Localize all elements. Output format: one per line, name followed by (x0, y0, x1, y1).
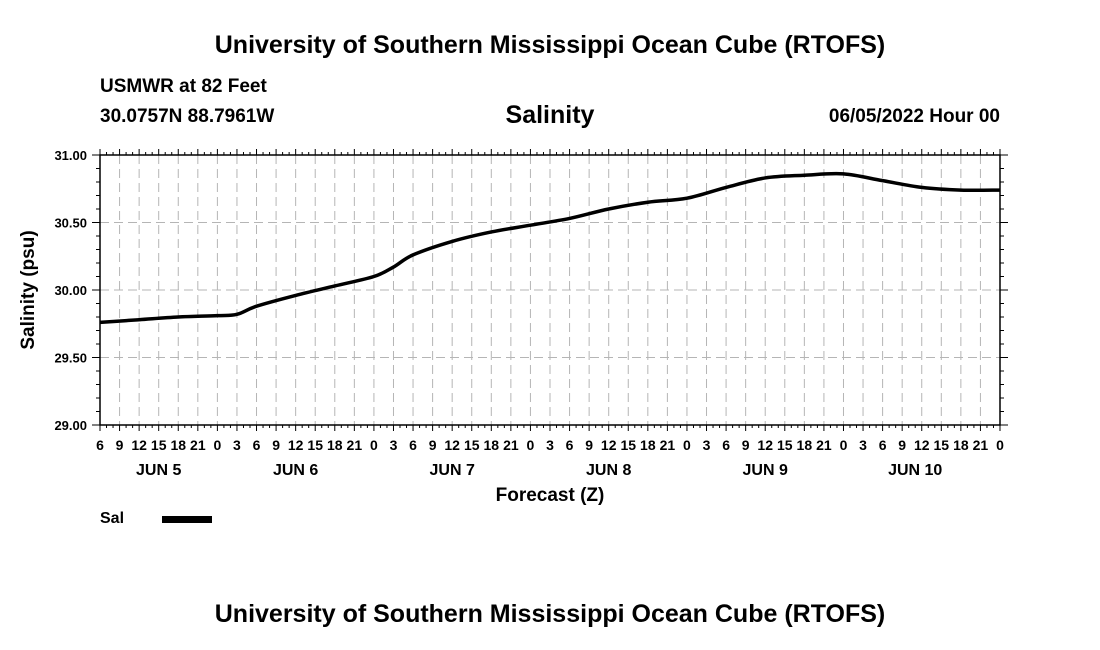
x-axis-label: Forecast (Z) (496, 485, 605, 506)
x-tick-label: 15 (151, 437, 167, 453)
x-tick-label: 6 (253, 437, 261, 453)
x-tick-label: 12 (601, 437, 617, 453)
day-label: JUN 10 (888, 462, 942, 479)
x-tick-label: 18 (484, 437, 500, 453)
station-label: USMWR at 82 Feet (100, 76, 267, 97)
x-tick-label: 0 (996, 437, 1004, 453)
y-tick-label: 29.00 (54, 418, 87, 433)
y-tick-label: 29.50 (54, 351, 87, 366)
x-tick-label: 3 (546, 437, 554, 453)
day-label: JUN 7 (429, 462, 474, 479)
x-tick-label: 3 (233, 437, 241, 453)
x-tick-label: 12 (757, 437, 773, 453)
x-tick-label: 15 (307, 437, 323, 453)
x-tick-label: 6 (96, 437, 104, 453)
x-tick-label: 0 (370, 437, 378, 453)
x-tick-label: 21 (347, 437, 363, 453)
x-tick-label: 0 (840, 437, 848, 453)
x-tick-label: 0 (527, 437, 535, 453)
x-tick-label: 18 (170, 437, 186, 453)
x-tick-label: 12 (914, 437, 930, 453)
x-tick-label: 9 (429, 437, 437, 453)
x-tick-label: 9 (742, 437, 750, 453)
x-tick-label: 18 (640, 437, 656, 453)
plot-title: Salinity (505, 101, 595, 129)
legend-swatch (162, 516, 212, 523)
page-title: University of Southern Mississippi Ocean… (214, 31, 886, 59)
x-tick-label: 9 (898, 437, 906, 453)
y-tick-label: 31.00 (54, 148, 87, 163)
x-tick-label: 15 (777, 437, 793, 453)
x-tick-label: 21 (190, 437, 206, 453)
x-tick-label: 3 (703, 437, 711, 453)
x-tick-label: 9 (116, 437, 124, 453)
x-tick-label: 15 (934, 437, 950, 453)
day-label: JUN 9 (743, 462, 788, 479)
x-tick-label: 0 (213, 437, 221, 453)
x-tick-label: 6 (879, 437, 887, 453)
x-tick-label: 12 (288, 437, 304, 453)
day-label: JUN 6 (273, 462, 318, 479)
x-tick-label: 21 (973, 437, 989, 453)
x-tick-label: 21 (503, 437, 519, 453)
y-tick-label: 30.50 (54, 216, 87, 231)
x-tick-label: 9 (585, 437, 593, 453)
day-label: JUN 5 (136, 462, 181, 479)
x-tick-label: 6 (566, 437, 574, 453)
x-tick-label: 3 (859, 437, 867, 453)
x-tick-label: 12 (131, 437, 147, 453)
x-tick-label: 0 (683, 437, 691, 453)
x-tick-label: 9 (272, 437, 280, 453)
x-tick-label: 6 (409, 437, 417, 453)
x-tick-label: 21 (816, 437, 832, 453)
coordinates-label: 30.0757N 88.7961W (100, 106, 275, 127)
x-tick-label: 18 (327, 437, 343, 453)
x-tick-label: 15 (464, 437, 480, 453)
x-tick-label: 15 (620, 437, 636, 453)
day-label: JUN 8 (586, 462, 631, 479)
y-axis-label: Salinity (psu) (18, 230, 39, 349)
legend-label: Sal (100, 510, 125, 527)
forecast-datetime: 06/05/2022 Hour 00 (828, 106, 1000, 127)
x-tick-label: 3 (390, 437, 398, 453)
series-line-sal (99, 171, 1001, 325)
x-tick-label: 18 (953, 437, 969, 453)
x-tick-label: 12 (444, 437, 460, 453)
x-tick-label: 6 (722, 437, 730, 453)
footer-title: University of Southern Mississippi Ocean… (214, 600, 886, 628)
x-tick-label: 18 (797, 437, 813, 453)
plot-frame (99, 154, 1001, 426)
y-tick-label: 30.00 (54, 283, 87, 298)
x-tick-label: 21 (660, 437, 676, 453)
